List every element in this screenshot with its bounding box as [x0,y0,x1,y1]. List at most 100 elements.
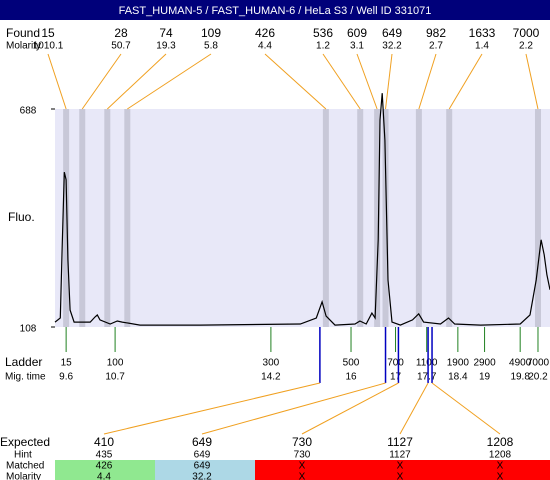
peak-link [385,53,393,110]
expected-link [431,382,501,435]
found-molarity-label: Molarity [6,41,41,52]
found-size: 536 [313,26,333,40]
matched-label: Matched [6,461,44,472]
ladder-time: 17 [390,372,402,383]
peak-band [382,109,389,327]
matched-molarity: X [397,472,404,480]
match-cell [255,460,355,480]
ladder-size: 700 [387,358,404,369]
found-size: 15 [41,26,55,40]
hint-size: 649 [194,450,211,461]
expected-label: Expected [0,435,50,449]
peak-band [124,109,131,327]
ladder-time: 10.7 [105,372,125,383]
matched-molarity: 4.4 [97,472,111,480]
matched-size: 649 [194,461,211,472]
y-axis-label: Fluo. [8,210,35,224]
found-molarity: 32.2 [382,41,402,52]
expected-size: 730 [292,435,312,449]
matched-size: X [497,461,504,472]
peak-link [322,53,361,110]
peak-band [534,109,541,327]
found-molarity: 4.4 [258,41,272,52]
found-label: Found [6,26,40,40]
expected-link [103,382,321,435]
found-molarity: 2.7 [429,41,443,52]
ladder-label: Ladder [5,355,42,369]
peak-link [356,53,378,110]
ladder-size: 15 [61,358,73,369]
found-size: 649 [382,26,402,40]
found-molarity: 19.3 [156,41,176,52]
ladder-time: 20.2 [528,372,548,383]
y-tick-label: 108 [20,324,37,335]
expected-size: 649 [192,435,212,449]
matched-size: X [299,461,306,472]
expected-link [201,382,386,435]
peak-band [79,109,86,327]
found-size: 1633 [469,26,496,40]
peak-link [264,53,327,110]
peak-link [525,53,539,110]
title: FAST_HUMAN-5 / FAST_HUMAN-6 / HeLa S3 / … [119,5,432,17]
found-molarity: 1.4 [475,41,489,52]
ladder-size: 1900 [447,358,470,369]
peak-link [106,53,167,110]
ladder-size: 300 [263,358,280,369]
hint-size: 435 [96,450,113,461]
molarity-label: Molarity [6,472,41,480]
found-size: 28 [114,26,128,40]
found-size: 982 [426,26,446,40]
peak-band [415,109,422,327]
hint-size: 1127 [389,450,411,461]
found-size: 426 [255,26,275,40]
ladder-size: 100 [107,358,124,369]
hint-size: 1208 [489,450,512,461]
ladder-time: 14.2 [261,372,281,383]
ladder-time: 16 [345,372,357,383]
peak-band [446,109,453,327]
ladder-size: 1100 [416,358,438,369]
hint-label: Hint [14,450,32,461]
peak-link [81,53,122,110]
peak-band [104,109,111,327]
mig-time-label: Mig. time [5,372,46,383]
ladder-size: 4900 [509,358,532,369]
ladder-time: 18.4 [448,372,468,383]
found-molarity: 5.8 [204,41,218,52]
found-size: 609 [347,26,367,40]
expected-link [399,382,429,435]
match-cell [455,460,550,480]
peak-band [374,109,381,327]
expected-size: 1127 [387,435,413,449]
hint-size: 730 [294,450,311,461]
peak-link [127,53,212,110]
found-molarity: 2.2 [519,41,533,52]
peak-band [322,109,329,327]
expected-size: 410 [94,435,114,449]
peak-band [63,109,70,327]
y-tick-label: 688 [20,106,37,117]
matched-molarity: 32.2 [192,472,212,480]
found-molarity: 1.2 [316,41,330,52]
ladder-size: 500 [343,358,360,369]
ladder-time: 9.6 [59,372,73,383]
found-size: 74 [159,26,173,40]
found-molarity: 50.7 [111,41,131,52]
trace [54,93,550,326]
ladder-size: 7000 [527,358,550,369]
found-size: 7000 [513,26,540,40]
peak-link [47,53,67,110]
title-bar [0,0,550,20]
peak-link [418,53,437,110]
plot-area [55,109,550,327]
peak-band [357,109,364,327]
match-cell [55,460,155,480]
ladder-size: 2900 [473,358,496,369]
found-size: 109 [201,26,221,40]
ladder-time: 19 [479,372,491,383]
matched-size: X [397,461,404,472]
found-molarity: 1010.1 [33,41,64,52]
matched-size: 426 [96,461,113,472]
